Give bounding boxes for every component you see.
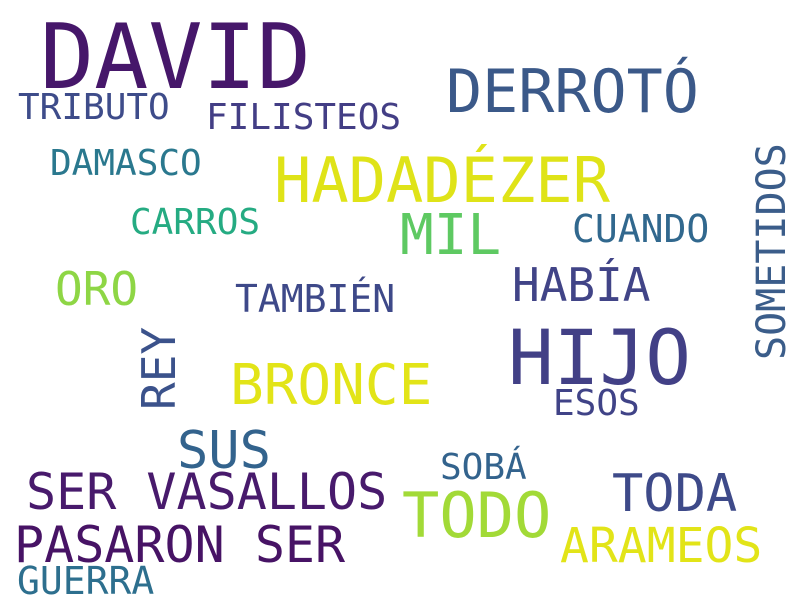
word-sus: SUS (177, 421, 271, 481)
word-todo: TODO (402, 479, 552, 552)
word-hijo: HIJO (508, 313, 692, 402)
word-ser-vasallos: SER VASALLOS (26, 463, 388, 521)
word-arameos: ARAMEOS (560, 518, 763, 574)
word-damasco: DAMASCO (50, 143, 202, 184)
word-tambien: TAMBIÉN (235, 277, 396, 321)
word-bronce: BRONCE (230, 353, 433, 418)
word-guerra: GUERRA (17, 559, 155, 603)
word-toda: TODA (612, 464, 738, 524)
word-filisteos: FILISTEOS (206, 97, 402, 138)
word-cuando: CUANDO (572, 207, 710, 251)
word-hadadezer: HADADÉZER (274, 144, 610, 217)
word-soba: SOBÁ (440, 447, 527, 488)
word-carros: CARROS (130, 202, 261, 243)
word-habia: HABÍA (512, 258, 651, 312)
word-oro: ORO (55, 262, 139, 316)
word-rey: REY (132, 326, 186, 410)
word-sometidos: SOMETIDOS (749, 143, 795, 360)
word-esos: ESOS (553, 383, 640, 424)
word-david: DAVID (40, 5, 311, 110)
word-derroto: DERROTÓ (446, 57, 699, 127)
word-pasaron-ser: PASARON SER (14, 516, 346, 574)
word-tributo: TRIBUTO (18, 87, 170, 128)
word-mil: MIL (400, 203, 502, 268)
